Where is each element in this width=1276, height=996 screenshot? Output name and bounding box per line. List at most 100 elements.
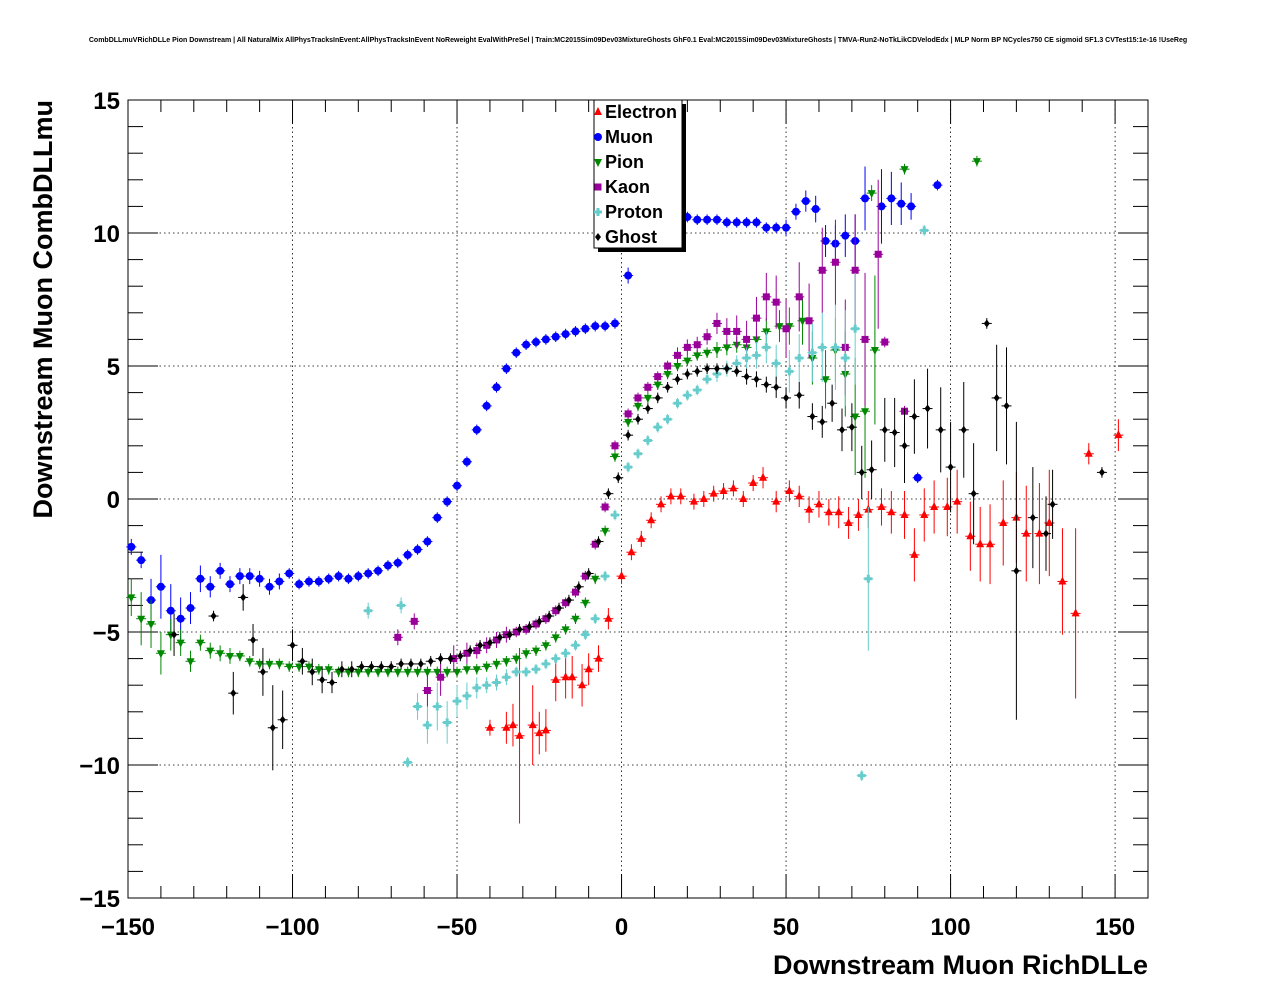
muon-point <box>452 480 463 492</box>
pion-marker <box>235 652 244 661</box>
electron-marker <box>551 674 560 683</box>
muon-point <box>442 496 453 507</box>
proton-marker <box>532 665 540 674</box>
electron-marker <box>887 507 896 516</box>
ghost-point <box>968 443 979 545</box>
proton-marker <box>752 351 761 360</box>
series-pion <box>126 155 982 678</box>
proton-marker <box>462 691 471 700</box>
ghost-point <box>396 658 407 670</box>
muon-point <box>343 573 354 585</box>
pion-point <box>866 185 877 202</box>
proton-point <box>396 597 407 614</box>
kaon-point <box>860 272 871 406</box>
pion-point <box>392 666 403 678</box>
kaon-point <box>873 179 884 329</box>
ghost-marker <box>839 425 845 434</box>
kaon-point <box>702 328 713 345</box>
electron-marker <box>910 549 919 558</box>
ghost-point <box>856 445 867 499</box>
pion-point <box>682 355 693 366</box>
pion-marker <box>712 347 721 356</box>
pion-marker <box>561 626 570 635</box>
proton-point <box>692 384 703 396</box>
ghost-point <box>603 488 614 499</box>
electron-marker <box>759 472 768 481</box>
electron-marker <box>657 499 666 508</box>
electron-marker <box>617 571 626 580</box>
muon-point <box>323 573 334 585</box>
proton-marker <box>433 702 442 711</box>
proton-marker <box>561 649 570 658</box>
proton-point <box>452 685 463 718</box>
legend-entry-proton: Proton <box>594 202 663 222</box>
legend-marker-proton <box>594 208 602 216</box>
muon-marker <box>482 401 491 410</box>
ghost-marker <box>536 617 543 626</box>
proton-point <box>491 674 502 691</box>
kaon-marker <box>624 410 632 418</box>
ghost-marker <box>368 662 375 671</box>
ghost-point <box>879 397 890 462</box>
ghost-point <box>386 661 397 672</box>
ghost-point <box>366 661 377 672</box>
ghost-point <box>524 621 535 632</box>
electron-point <box>675 488 686 505</box>
pion-marker <box>867 190 876 199</box>
ghost-point <box>169 613 180 656</box>
ghost-marker <box>269 723 276 732</box>
kaon-marker <box>874 250 882 258</box>
ghost-marker <box>496 633 503 642</box>
muon-point <box>840 214 851 257</box>
pion-marker <box>176 639 185 648</box>
y-tick-label: 15 <box>93 88 120 115</box>
pion-marker <box>413 668 422 677</box>
ghost-marker <box>937 425 944 434</box>
muon-point <box>623 267 634 284</box>
axis-ticks <box>127 99 1149 899</box>
ghost-marker <box>210 612 217 621</box>
proton-marker <box>857 771 866 780</box>
kaon-point <box>794 262 805 332</box>
ghost-point <box>1047 469 1058 539</box>
kaon-marker <box>693 341 701 349</box>
pion-marker <box>226 652 234 661</box>
muon-point <box>860 166 871 231</box>
proton-point <box>461 682 472 710</box>
electron-point <box>1057 528 1068 635</box>
muon-marker <box>383 561 392 570</box>
electron-marker <box>877 501 886 510</box>
pion-marker <box>502 658 511 667</box>
muon-marker <box>314 577 323 586</box>
muon-point <box>155 554 166 619</box>
proton-marker <box>742 354 751 363</box>
electron-point <box>784 480 795 502</box>
pion-point <box>531 645 541 656</box>
ghost-marker <box>1043 529 1049 538</box>
electron-marker <box>824 507 833 516</box>
electron-point <box>998 480 1009 566</box>
proton-point <box>856 770 867 781</box>
legend-entry-electron: Electron <box>594 102 677 122</box>
electron-point <box>728 480 739 497</box>
pion-marker <box>610 453 619 462</box>
ghost-point <box>662 381 673 393</box>
pion-point <box>550 632 561 643</box>
ghost-point <box>257 647 268 696</box>
electron-marker <box>785 486 794 495</box>
electron-point <box>794 485 805 507</box>
muon-marker <box>712 215 721 224</box>
kaon-point <box>751 296 762 340</box>
ghost-marker <box>279 715 286 724</box>
pion-point <box>899 163 910 175</box>
ghost-point <box>642 403 653 414</box>
electron-marker <box>749 478 758 487</box>
muon-marker <box>472 425 481 434</box>
muon-marker <box>752 218 761 227</box>
muon-point <box>580 323 591 335</box>
ghost-marker <box>506 630 513 639</box>
pion-marker <box>663 370 672 379</box>
kaon-marker <box>601 503 609 511</box>
proton-point <box>817 312 828 382</box>
data-series <box>126 155 1124 824</box>
